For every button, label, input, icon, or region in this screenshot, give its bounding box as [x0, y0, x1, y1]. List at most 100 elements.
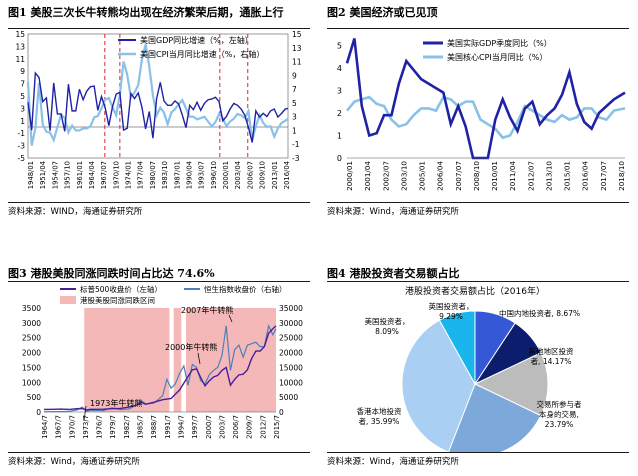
- figure-1-bottom-rule: [8, 202, 310, 203]
- x-tick: 1987/01: [173, 161, 181, 189]
- figure-4-top-rule: [327, 281, 629, 282]
- x-tick: 1967/7: [55, 415, 63, 439]
- x-tick: 1980/07: [149, 161, 157, 189]
- pie-label-exchange-l2: 本身的交易,: [539, 409, 579, 419]
- annotation-2007: 2007年牛转熊: [181, 305, 233, 315]
- shaded-period-2: [173, 308, 182, 412]
- annotation-1973: 1973年牛转熊: [90, 398, 142, 408]
- y-left-tick: -1: [18, 129, 26, 138]
- figure-1-top-rule: [8, 28, 310, 29]
- y-right-tick: 15000: [279, 363, 303, 372]
- pie-label-exchange: 交易所参与者本身的交易, 23.79%: [537, 399, 582, 429]
- x-tick: 1964/04: [88, 161, 96, 189]
- x-tick: 1991/7: [164, 415, 172, 439]
- pie-label-uk: 英国投资者， 9.29%: [429, 301, 474, 321]
- sp500-line: [43, 325, 277, 411]
- pie-label-other-pct: 者, 14.17%: [531, 357, 572, 366]
- figure-2-panel: 图2 美国经济或已见顶 5 4 3 2 1 0 2000/01 2001/04 2002/07…: [327, 4, 629, 217]
- x-tick: 1970/7: [68, 415, 76, 439]
- y-left-tick: 1: [337, 131, 342, 140]
- x-tick: 2013/01: [271, 161, 279, 189]
- x-tick: 1983/10: [161, 161, 169, 189]
- y-left-tick: 15: [15, 30, 25, 39]
- y-left-tick: 3: [20, 104, 25, 113]
- x-tick: 2006/04: [436, 161, 445, 191]
- legend-shade-label: 港股美股同涨同跌区间: [80, 295, 155, 305]
- annotation-2000: 2000年牛转熊: [165, 342, 217, 352]
- x-tick: 1993/07: [198, 161, 206, 189]
- pie-title: 港股投资者交易额占比（2016年）: [405, 285, 545, 297]
- x-tick: 2001/04: [363, 161, 372, 191]
- x-tick: 1985/7: [137, 415, 145, 439]
- figure-3-top-rule: [8, 281, 310, 282]
- annotation-1973-arrow: [83, 405, 87, 422]
- y-right-tick: 7: [292, 85, 297, 94]
- figure-4-bottom-rule: [327, 452, 629, 453]
- figure-2-title: 图2 美国经济或已见顶: [327, 6, 438, 19]
- pie-label-us: 美国投资者， 8.09%: [365, 316, 410, 336]
- hsi-line: [43, 323, 277, 413]
- x-tick: 1976/7: [96, 415, 104, 439]
- x-tick: 2013/10: [544, 161, 553, 191]
- x-tick: 1997/7: [191, 415, 199, 439]
- x-tick: 1977/04: [137, 161, 145, 189]
- pie-slice-5: [401, 319, 476, 452]
- x-tick: 1990/04: [185, 161, 193, 189]
- y-right-tick: 15: [292, 30, 302, 39]
- x-tick: 2002/07: [381, 161, 390, 191]
- y-right-tick: 5000: [279, 393, 298, 402]
- x-tick: 2007/07: [454, 161, 463, 191]
- legend-hsi-label: 恒生指数收盘价（右轴）: [204, 284, 287, 294]
- x-tick: 1957/10: [64, 161, 72, 189]
- y-left-tick: 500: [27, 393, 42, 402]
- y-left-tick: 3000: [22, 319, 41, 328]
- annotation-2000-arrow: [197, 352, 201, 365]
- x-tick: 1994/7: [177, 415, 185, 439]
- pie-label-exchange-pct: 23.79%: [545, 420, 574, 429]
- figure-2-top-rule: [327, 28, 629, 29]
- figure-1-panel: 图1 美股三次长牛转熊均出现在经济繁荣后期，通胀上行 15 13 11 9 7 5 3 1 -1…: [8, 4, 310, 217]
- figure-3-panel: 图3 港股美股同涨同跌时间占比达 74.6% 3500 3000 2500 2000 1…: [8, 265, 310, 471]
- y-left-tick: 1: [20, 117, 25, 126]
- pie-label-uk-pct: 9.29%: [439, 312, 463, 321]
- x-tick: 1982/7: [123, 415, 131, 439]
- x-tick: 2000/7: [205, 415, 213, 439]
- x-tick: 1951/04: [39, 161, 47, 189]
- pie-slice-4: [447, 383, 542, 452]
- x-tick: 1967/07: [100, 161, 108, 189]
- y-right-tick: 11: [292, 58, 302, 67]
- figure-4-source: 资料来源：Wind，海通证券研究所: [327, 457, 459, 467]
- x-tick: 2010/01: [490, 161, 499, 191]
- y-right-tick: -3: [292, 154, 300, 163]
- pie-label-hk: 香港本地投资者, 35.99%: [357, 406, 402, 426]
- x-tick: 2000/01: [222, 161, 230, 189]
- pie-label-mainland: 中国内地投资者, 8.67%: [499, 308, 580, 318]
- figure-2-legend: 美国实际GDP季度同比（%） 美国核心CPI当月同比（%）: [423, 38, 552, 62]
- x-tick: 2012/07: [526, 161, 535, 191]
- figure-1-title: 图1 美股三次长牛转熊均出现在经济繁荣后期，通胀上行: [8, 6, 284, 19]
- pie-label-other: 其他地区投资者, 14.17%: [529, 346, 574, 366]
- y-left-tick: 5: [337, 41, 342, 50]
- gdp-line: [27, 71, 289, 143]
- y-right-tick: 10000: [279, 378, 303, 387]
- y-right-tick: 30000: [279, 319, 303, 328]
- y-right-tick: 9: [292, 71, 297, 80]
- x-tick: 1988/7: [150, 415, 158, 439]
- y-right-tick: 35000: [279, 304, 303, 313]
- y-right-tick: 20000: [279, 349, 303, 358]
- x-tick: 2008/10: [472, 161, 481, 191]
- core-cpi-line: [345, 95, 626, 140]
- figure-4-panel: 图4 港股投资者交易额占比 港股投资者交易额占比（2016年） 英国投资者， 9.…: [327, 265, 629, 471]
- x-tick: 2012/7: [259, 415, 267, 439]
- pie-label-hk-pct: 者, 35.99%: [359, 417, 400, 426]
- x-tick: 2009/10: [259, 161, 267, 189]
- x-tick: 2015/7: [273, 415, 281, 439]
- figure-3-annotations: 1973年牛转熊 2000年牛转熊 2007年牛转熊: [83, 305, 233, 422]
- figure-4-title: 图4 港股投资者交易额占比: [327, 267, 460, 280]
- figure-1-source: 资料来源：WIND，海通证券研究所: [8, 207, 143, 217]
- y-left-tick: 2: [337, 109, 342, 118]
- x-tick: 1996/10: [210, 161, 218, 189]
- y-left-tick: -5: [18, 154, 26, 163]
- y-left-tick: 0: [337, 154, 342, 163]
- y-left-tick: 2500: [22, 334, 41, 343]
